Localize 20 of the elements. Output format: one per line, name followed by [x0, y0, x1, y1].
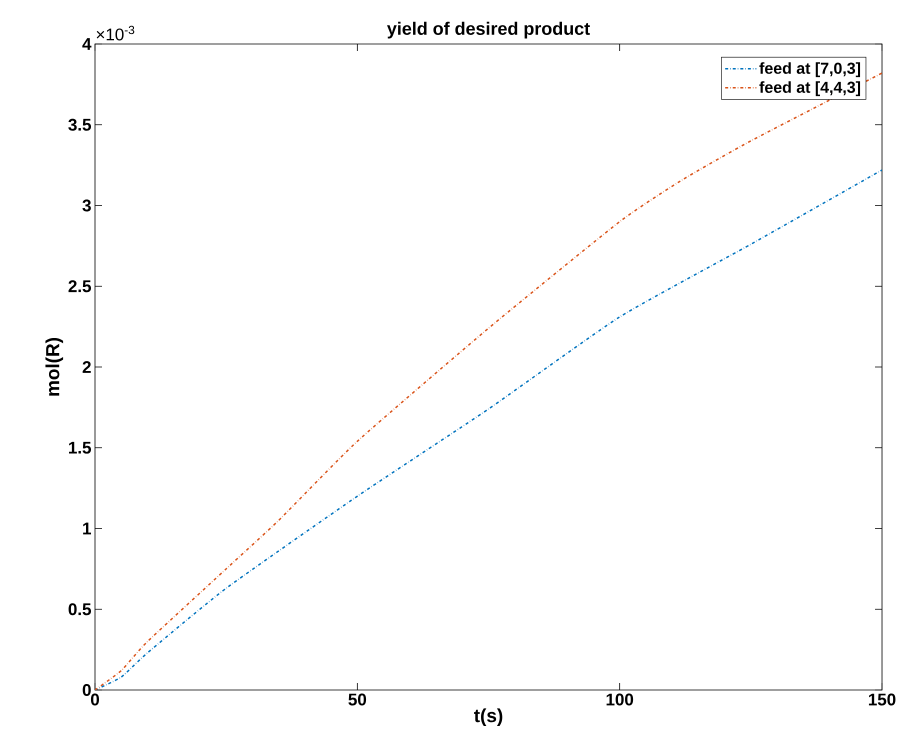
y-axis-title: mol(R) — [45, 338, 64, 396]
x-tick-label: 150 — [868, 694, 896, 706]
y-tick-label: 1.5 — [69, 442, 92, 454]
y-tick-label: 1 — [83, 522, 92, 534]
line-series — [95, 169, 882, 690]
y-tick-label: 2.5 — [68, 280, 92, 292]
legend-label: feed at [7,0,3] — [759, 62, 860, 78]
chart-title: yield of desired product — [387, 22, 590, 38]
y-tick-label: 0.5 — [68, 603, 92, 616]
y-tick-label: 4 — [82, 38, 92, 50]
legend-label: feed at [4,4,3] — [759, 81, 860, 96]
y-tick-label: 3.5 — [68, 118, 92, 131]
y-tick-label: 2 — [82, 361, 91, 373]
x-tick-label: 100 — [606, 694, 634, 706]
x-tick-label: 50 — [348, 694, 366, 706]
y-tick-label: 3 — [82, 199, 91, 212]
text: ×10$^{-3}$ — [96, 26, 134, 40]
x-tick-label: 0 — [90, 694, 100, 706]
y-tick-label: 0 — [82, 684, 91, 696]
x-axis-title: t(s) — [474, 708, 502, 726]
